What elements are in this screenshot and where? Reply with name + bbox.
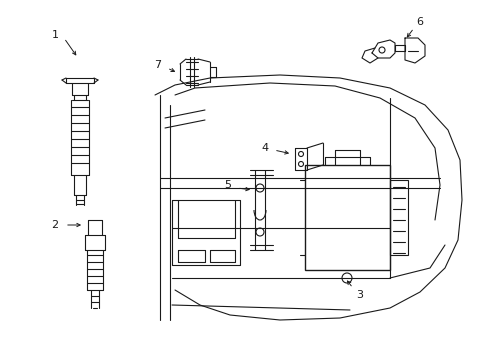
- Bar: [389, 180, 407, 255]
- Text: 7: 7: [154, 60, 161, 70]
- Text: 5: 5: [224, 180, 231, 190]
- Text: 2: 2: [51, 220, 59, 230]
- Text: 4: 4: [261, 143, 268, 153]
- Text: 3: 3: [356, 290, 363, 300]
- Bar: [305, 165, 389, 270]
- Text: 1: 1: [51, 30, 59, 40]
- Text: 6: 6: [416, 17, 423, 27]
